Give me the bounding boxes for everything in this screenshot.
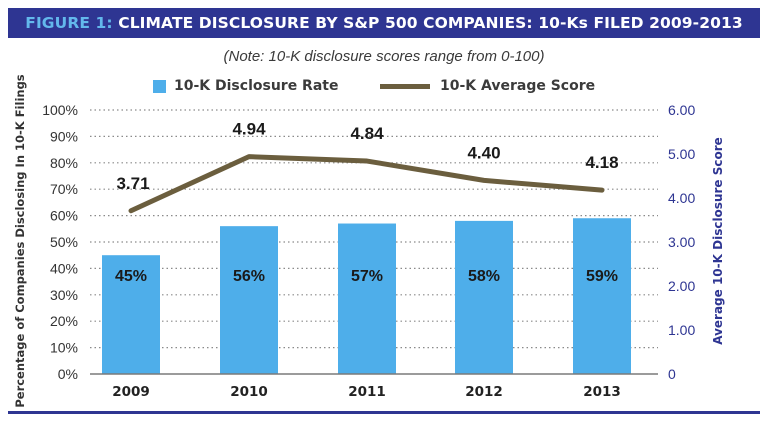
left-axis-tick-label: 70% [50,181,78,197]
right-axis-title: Average 10-K Disclosure Score [711,137,725,345]
left-axis-title: Percentage of Companies Disclosing In 10… [13,74,27,407]
title-prefix: FIGURE 1: [25,14,113,32]
line-data-label: 4.18 [585,153,618,172]
left-axis-tick-label: 90% [50,128,78,144]
legend-swatch-line [380,83,430,89]
bar-data-label: 57% [351,268,383,285]
bar-2010 [220,226,278,374]
right-axis-tick-label: 6.00 [668,102,695,118]
x-axis-tick-label: 2011 [348,384,386,400]
right-axis-tick-label: 2.00 [668,278,695,294]
legend-item-bar: 10-K Disclosure Rate [153,78,338,94]
line-data-label: 4.84 [350,124,384,143]
bar-data-label: 59% [586,268,618,285]
left-axis-tick-label: 100% [42,102,78,118]
right-axis-tick-label: 0 [668,366,676,382]
legend-swatch-bar [153,79,166,93]
chart-title: FIGURE 1: CLIMATE DISCLOSURE BY S&P 500 … [25,14,743,32]
bar-2011 [338,223,396,374]
bar-data-label: 56% [233,268,265,285]
bottom-rule [8,411,760,414]
bar-data-label: 58% [468,268,500,285]
line-data-label: 3.71 [116,174,149,193]
legend-label-line: 10-K Average Score [440,78,596,94]
x-axis-tick-label: 2009 [112,384,150,400]
bar-2012 [455,220,513,374]
right-axis-tick-label: 1.00 [668,322,695,338]
line-data-label: 4.94 [232,120,266,139]
average-score-line [128,154,605,214]
left-axis-tick-label: 60% [50,208,78,224]
x-axis-tick-label: 2013 [583,384,621,400]
bar-data-label: 45% [115,268,147,285]
legend-item-line: 10-K Average Score [380,78,595,94]
bar-2013 [573,218,631,374]
right-axis-tick-label: 3.00 [668,234,695,250]
bar-2009 [102,255,160,374]
right-axis-tick-label: 4.00 [668,190,695,206]
legend-label-bar: 10-K Disclosure Rate [174,78,339,94]
title-main: CLIMATE DISCLOSURE BY S&P 500 COMPANIES:… [112,14,743,32]
left-axis-tick-label: 50% [50,234,78,250]
left-axis-tick-label: 40% [50,260,78,276]
left-axis-tick-label: 10% [50,340,78,356]
left-axis-tick-label: 20% [50,313,78,329]
left-axis-tick-label: 30% [50,287,78,303]
left-axis-tick-label: 0% [58,366,78,382]
left-axis-tick-label: 80% [50,155,78,171]
x-axis-tick-label: 2010 [230,384,268,400]
title-bar: FIGURE 1: CLIMATE DISCLOSURE BY S&P 500 … [8,8,760,38]
right-axis-tick-label: 5.00 [668,146,695,162]
line-data-label: 4.40 [467,143,500,162]
chart-note: (Note: 10-K disclosure scores range from… [223,48,545,65]
x-axis-tick-label: 2012 [465,384,503,400]
